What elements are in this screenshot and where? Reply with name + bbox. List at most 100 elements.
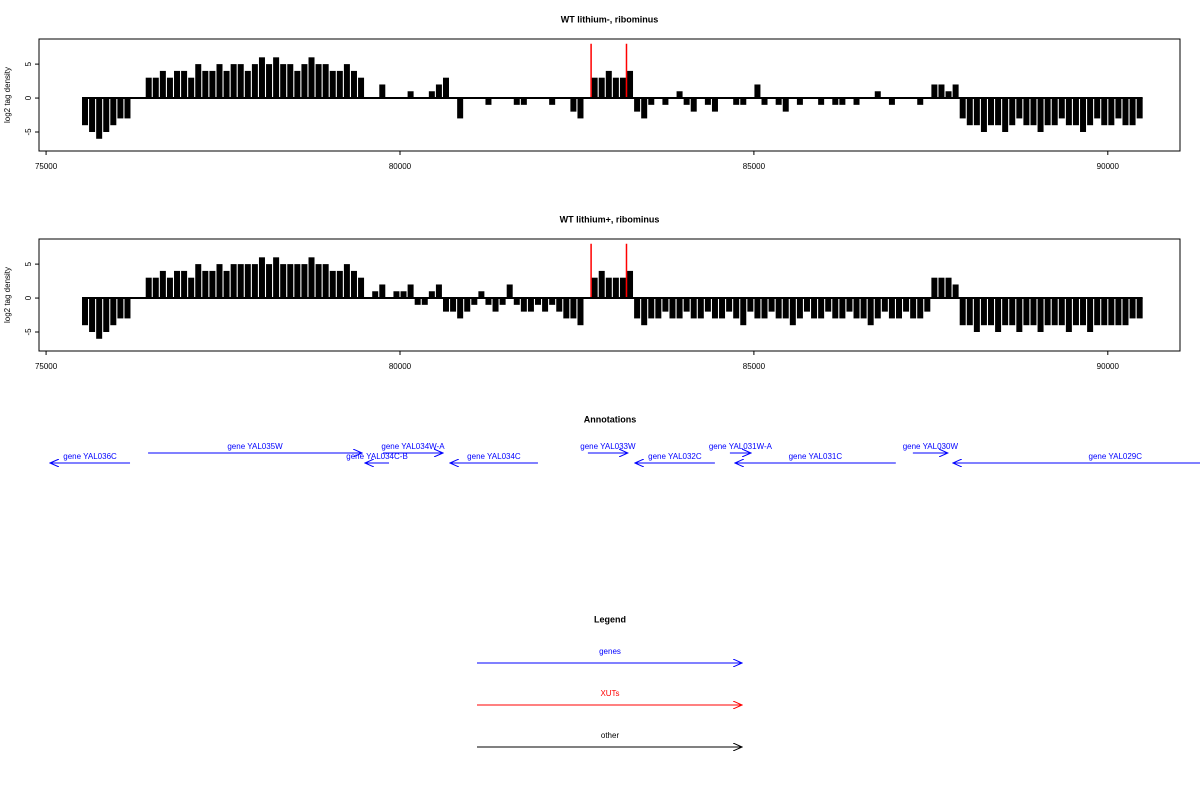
x-tick-label: 80000 xyxy=(389,162,412,171)
signal-bar xyxy=(1002,298,1009,326)
signal-bar xyxy=(450,298,457,312)
signal-bar xyxy=(938,84,945,99)
signal-bar xyxy=(202,270,209,299)
signal-bar xyxy=(174,270,181,299)
signal-bar xyxy=(627,70,634,99)
signal-bar xyxy=(1037,98,1044,132)
y-tick-label: 0 xyxy=(24,95,33,100)
signal-bar xyxy=(1115,98,1122,119)
signal-bar xyxy=(195,64,202,99)
signal-bar xyxy=(563,298,570,319)
signal-bar xyxy=(1108,98,1115,126)
signal-bar xyxy=(216,64,223,99)
signal-bar xyxy=(648,298,655,319)
signal-bar xyxy=(1136,98,1143,119)
signal-bar xyxy=(612,77,619,99)
signal-bar xyxy=(407,91,414,99)
plot-frame xyxy=(38,38,1181,152)
signal-bar xyxy=(676,91,683,99)
signal-bar xyxy=(1072,98,1079,126)
signal-bar xyxy=(428,291,435,299)
signal-bar xyxy=(627,270,634,299)
signal-bar xyxy=(230,264,237,299)
signal-bar xyxy=(322,64,329,99)
signal-bar xyxy=(634,298,641,319)
y-tick-label: 5 xyxy=(24,61,33,66)
signal-bar xyxy=(662,298,669,312)
signal-bar xyxy=(124,298,131,319)
signal-bar xyxy=(704,98,711,105)
signal-bar xyxy=(683,298,690,312)
signal-bar xyxy=(209,270,216,299)
signal-bar xyxy=(82,298,89,326)
signal-bar xyxy=(280,64,287,99)
chart-title: WT lithium+, ribominus xyxy=(560,214,660,224)
signal-bar xyxy=(273,57,280,99)
signal-bar xyxy=(442,298,449,312)
y-tick-label: 5 xyxy=(24,261,33,266)
signal-bar xyxy=(230,64,237,99)
signal-bar xyxy=(740,298,747,326)
signal-bar xyxy=(251,64,258,99)
signal-bar xyxy=(174,70,181,99)
x-tick-label: 85000 xyxy=(743,362,766,371)
signal-bar xyxy=(754,298,761,319)
signal-bar xyxy=(775,98,782,105)
signal-bar xyxy=(860,298,867,319)
signal-bar xyxy=(690,298,697,319)
signal-bar xyxy=(1108,298,1115,326)
gene-label: gene YAL030W xyxy=(903,442,959,451)
signal-bar xyxy=(625,243,628,299)
signal-bar xyxy=(294,264,301,299)
signal-bar xyxy=(839,98,846,105)
signal-bar xyxy=(336,70,343,99)
x-tick-label: 85000 xyxy=(743,162,766,171)
signal-bar xyxy=(152,77,159,99)
signal-bar xyxy=(350,70,357,99)
signal-bar xyxy=(1065,98,1072,126)
signal-bar xyxy=(1044,298,1051,326)
gene-label: gene YAL034W-A xyxy=(381,442,445,451)
signal-bar xyxy=(641,98,648,119)
gene-label: gene YAL032C xyxy=(648,452,702,461)
signal-bar xyxy=(535,298,542,305)
signal-bar xyxy=(159,270,166,299)
signal-bar xyxy=(393,291,400,299)
signal-bar xyxy=(1016,98,1023,119)
signal-bar xyxy=(1101,298,1108,326)
gene-label: gene YAL034C xyxy=(467,452,521,461)
signal-bar xyxy=(273,257,280,299)
gene-label: gene YAL031W-A xyxy=(709,442,773,451)
signal-bar xyxy=(818,98,825,105)
signal-bar xyxy=(1136,298,1143,319)
signal-bar xyxy=(308,57,315,99)
y-tick-label: -5 xyxy=(24,128,33,136)
signal-bar xyxy=(733,298,740,319)
signal-bar xyxy=(343,264,350,299)
signal-bar xyxy=(966,98,973,126)
x-tick-label: 75000 xyxy=(35,362,58,371)
signal-bar xyxy=(266,264,273,299)
signal-bar xyxy=(1044,98,1051,126)
signal-bar xyxy=(895,298,902,319)
gene-label: gene YAL036C xyxy=(63,452,117,461)
signal-bar xyxy=(641,298,648,326)
signal-bar xyxy=(400,291,407,299)
signal-bar xyxy=(591,277,598,299)
signal-bar xyxy=(605,70,612,99)
signal-bar xyxy=(421,298,428,305)
signal-bar xyxy=(853,98,860,105)
signal-bar xyxy=(435,84,442,99)
signal-bar xyxy=(1080,298,1087,326)
signal-bar xyxy=(590,43,592,99)
signal-bar xyxy=(711,298,718,319)
signal-bar xyxy=(110,298,117,326)
signal-bar xyxy=(796,298,803,319)
signal-bar xyxy=(1129,298,1136,319)
signal-bar xyxy=(549,98,556,105)
signal-bar xyxy=(959,98,966,119)
signal-bar xyxy=(1087,98,1094,126)
signal-bar xyxy=(358,77,365,99)
signal-bar xyxy=(1101,98,1108,126)
signal-bar xyxy=(195,264,202,299)
